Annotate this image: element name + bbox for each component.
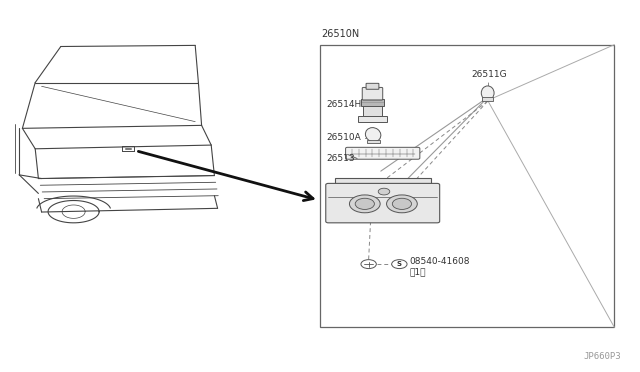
Ellipse shape [387, 195, 417, 213]
Text: 26510N: 26510N [321, 29, 360, 39]
Text: 26510A: 26510A [326, 133, 361, 142]
Ellipse shape [355, 198, 374, 209]
Circle shape [361, 260, 376, 269]
Text: 26514H: 26514H [326, 100, 362, 109]
Circle shape [392, 260, 407, 269]
FancyBboxPatch shape [362, 87, 383, 100]
Text: JP660P3: JP660P3 [583, 352, 621, 361]
Ellipse shape [392, 198, 412, 209]
Ellipse shape [481, 86, 494, 100]
FancyBboxPatch shape [361, 99, 384, 106]
FancyBboxPatch shape [363, 106, 382, 116]
FancyBboxPatch shape [358, 116, 387, 122]
Text: 26511G: 26511G [472, 70, 508, 79]
Bar [320, 45, 614, 327]
Ellipse shape [349, 195, 380, 213]
Ellipse shape [365, 128, 381, 142]
Text: （1）: （1） [410, 268, 426, 277]
FancyBboxPatch shape [367, 140, 380, 143]
FancyBboxPatch shape [366, 83, 379, 89]
FancyBboxPatch shape [482, 97, 493, 101]
FancyBboxPatch shape [335, 178, 431, 186]
Text: 08540-41608: 08540-41608 [410, 257, 470, 266]
Text: S: S [397, 261, 402, 267]
Text: 26513: 26513 [326, 154, 355, 163]
FancyBboxPatch shape [346, 147, 420, 159]
Ellipse shape [378, 188, 390, 195]
FancyBboxPatch shape [326, 183, 440, 223]
